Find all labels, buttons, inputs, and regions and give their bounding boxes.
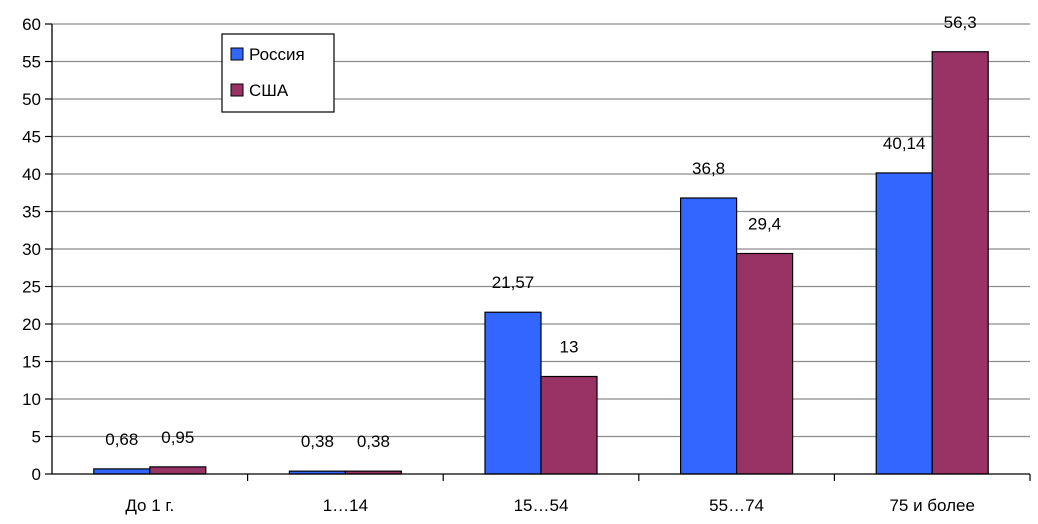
y-tick-label: 10 <box>22 390 41 409</box>
x-tick-label: 75 и более <box>889 496 975 515</box>
bar-usa <box>540 375 598 475</box>
data-label: 13 <box>560 338 579 357</box>
bars <box>93 51 989 475</box>
y-tick-label: 50 <box>22 90 41 109</box>
data-labels: 0,68 0,95 0,38 0,38 21,57 13 36,8 29,4 40,14 56,3 <box>105 13 976 451</box>
bar-russia <box>93 468 151 475</box>
data-label: 56,3 <box>944 13 977 32</box>
legend: Россия США <box>221 33 335 113</box>
y-tick-label: 0 <box>32 465 41 484</box>
x-tick-label: 1…14 <box>323 496 368 515</box>
y-tick-label: 20 <box>22 315 41 334</box>
bar-russia <box>484 311 542 475</box>
y-tick-label: 60 <box>22 15 41 34</box>
data-label: 0,95 <box>161 428 194 447</box>
data-label: 40,14 <box>883 134 926 153</box>
legend-swatch <box>230 83 244 97</box>
legend-box <box>221 33 335 113</box>
axes: 0 5 10 15 20 25 30 35 40 45 50 55 60 До 1 г. 1…14 15…54… <box>22 15 1031 515</box>
y-tick-label: 25 <box>22 278 41 297</box>
y-tick-label: 30 <box>22 240 41 259</box>
y-tick-label: 5 <box>32 428 41 447</box>
data-label: 0,68 <box>105 430 138 449</box>
legend-label: США <box>249 81 289 100</box>
gridlines <box>52 23 1030 438</box>
x-tick-label: До 1 г. <box>125 496 174 515</box>
legend-swatch <box>230 47 244 61</box>
y-tick-label: 15 <box>22 353 41 372</box>
bar-russia <box>875 172 933 475</box>
bar-usa <box>149 466 207 475</box>
legend-label: Россия <box>249 45 305 64</box>
data-label: 36,8 <box>692 159 725 178</box>
x-tick-label: 55…74 <box>709 496 764 515</box>
x-tick-label: 15…54 <box>514 496 569 515</box>
bar-russia <box>679 197 738 475</box>
y-tick-label: 55 <box>22 53 41 72</box>
data-label: 21,57 <box>492 273 535 292</box>
data-label: 29,4 <box>748 215 781 234</box>
y-tick-label: 40 <box>22 165 41 184</box>
bar-usa <box>735 252 794 475</box>
y-tick-label: 45 <box>22 128 41 147</box>
bar-usa <box>931 51 989 475</box>
y-tick-label: 35 <box>22 203 41 222</box>
data-label: 0,38 <box>357 432 390 451</box>
data-label: 0,38 <box>301 432 334 451</box>
